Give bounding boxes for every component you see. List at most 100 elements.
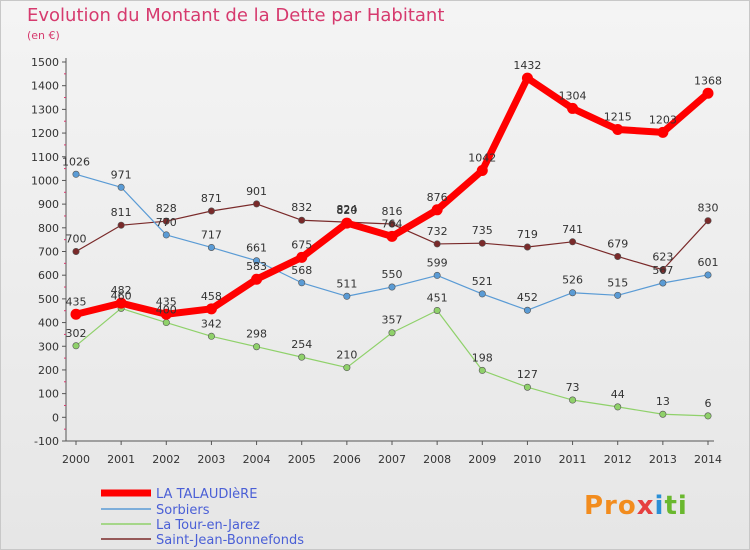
data-point-1 [253, 257, 261, 265]
data-label-1: 526 [562, 274, 583, 287]
data-point-1 [72, 170, 80, 178]
data-label-2: 400 [156, 304, 177, 317]
data-label-2: 460 [111, 289, 132, 302]
data-label-1: 550 [382, 268, 403, 281]
logo-part: Pro [584, 491, 637, 521]
data-label-2: 44 [611, 388, 625, 401]
data-point-3 [388, 220, 396, 228]
data-label-3: 830 [698, 202, 719, 215]
y-tick-label: -100 [34, 435, 59, 448]
y-tick-label: 1000 [31, 174, 59, 187]
data-point-3 [478, 239, 486, 247]
data-point-1 [659, 279, 667, 287]
proxiti-logo: Proxiti [584, 491, 688, 521]
data-point-1 [298, 279, 306, 287]
logo-part: i [654, 491, 665, 521]
data-label-0: 482 [111, 284, 132, 297]
data-point-2 [659, 410, 667, 418]
x-tick-label: 2011 [559, 453, 587, 466]
legend-label-1: Sorbiers [156, 503, 210, 518]
data-label-2: 127 [517, 368, 538, 381]
data-point-2 [704, 412, 712, 420]
data-label-1: 515 [607, 276, 628, 289]
data-point-1 [207, 243, 215, 251]
x-tick-label: 2005 [288, 453, 316, 466]
data-label-1: 717 [201, 228, 222, 241]
data-label-0: 583 [246, 260, 267, 273]
y-tick-label: 200 [38, 364, 59, 377]
data-label-1: 770 [156, 216, 177, 229]
data-point-3 [614, 252, 622, 260]
data-label-2: 302 [66, 327, 87, 340]
y-tick-label: 1500 [31, 56, 59, 69]
data-point-0 [70, 308, 82, 320]
y-tick-label: 0 [52, 411, 59, 424]
data-label-2: 13 [656, 395, 670, 408]
data-label-2: 451 [427, 291, 448, 304]
data-point-3 [207, 207, 215, 215]
y-tick-label: 600 [38, 269, 59, 282]
data-point-2 [388, 329, 396, 337]
data-point-2 [569, 396, 577, 404]
data-point-3 [569, 238, 577, 246]
y-tick-label: 1400 [31, 80, 59, 93]
data-point-0 [205, 303, 217, 315]
x-tick-label: 2000 [62, 453, 90, 466]
data-label-1: 1026 [62, 155, 90, 168]
data-label-3: 816 [382, 205, 403, 218]
data-point-3 [72, 248, 80, 256]
data-label-3: 679 [607, 237, 628, 250]
y-tick-label: 1100 [31, 151, 59, 164]
data-point-0 [386, 230, 398, 242]
data-label-0: 1304 [559, 89, 587, 102]
data-label-3: 828 [156, 202, 177, 215]
data-label-3: 623 [652, 251, 673, 264]
data-point-0 [657, 126, 669, 138]
data-point-1 [343, 292, 351, 300]
data-point-0 [431, 204, 443, 216]
data-point-3 [117, 221, 125, 229]
data-point-0 [521, 72, 533, 84]
data-point-2 [162, 319, 170, 327]
x-tick-label: 2001 [107, 453, 135, 466]
data-label-0: 1042 [468, 151, 496, 164]
data-point-2 [72, 342, 80, 350]
data-point-1 [704, 271, 712, 279]
x-tick-label: 2004 [243, 453, 271, 466]
chart-subtitle: (en €) [27, 29, 60, 42]
chart-title: Evolution du Montant de la Dette par Hab… [27, 5, 445, 26]
data-label-0: 820 [336, 204, 357, 217]
data-label-2: 357 [382, 314, 403, 327]
y-tick-label: 100 [38, 388, 59, 401]
x-tick-label: 2002 [152, 453, 180, 466]
data-label-3: 901 [246, 185, 267, 198]
data-point-3 [523, 243, 531, 251]
legend-label-2: La Tour-en-Jarez [156, 518, 260, 533]
data-point-3 [659, 266, 667, 274]
data-point-2 [253, 343, 261, 351]
x-tick-label: 2007 [378, 453, 406, 466]
data-point-1 [117, 183, 125, 191]
logo-part: x [636, 491, 655, 521]
data-label-0: 435 [156, 295, 177, 308]
data-label-1: 452 [517, 291, 538, 304]
data-label-3: 811 [111, 206, 132, 219]
data-label-1: 521 [472, 275, 493, 288]
data-point-2 [433, 306, 441, 314]
data-label-2: 73 [566, 381, 580, 394]
data-label-3: 732 [427, 225, 448, 238]
data-label-1: 567 [652, 264, 673, 277]
data-point-2 [207, 332, 215, 340]
data-label-1: 511 [336, 277, 357, 290]
data-point-0 [702, 87, 714, 99]
data-point-0 [476, 164, 488, 176]
data-point-1 [523, 306, 531, 314]
data-point-1 [614, 291, 622, 299]
x-tick-label: 2006 [333, 453, 361, 466]
data-point-0 [251, 273, 263, 285]
data-point-0 [115, 297, 127, 309]
data-label-0: 675 [291, 238, 312, 251]
data-label-2: 342 [201, 317, 222, 330]
data-label-3: 735 [472, 224, 493, 237]
y-tick-label: 1200 [31, 127, 59, 140]
